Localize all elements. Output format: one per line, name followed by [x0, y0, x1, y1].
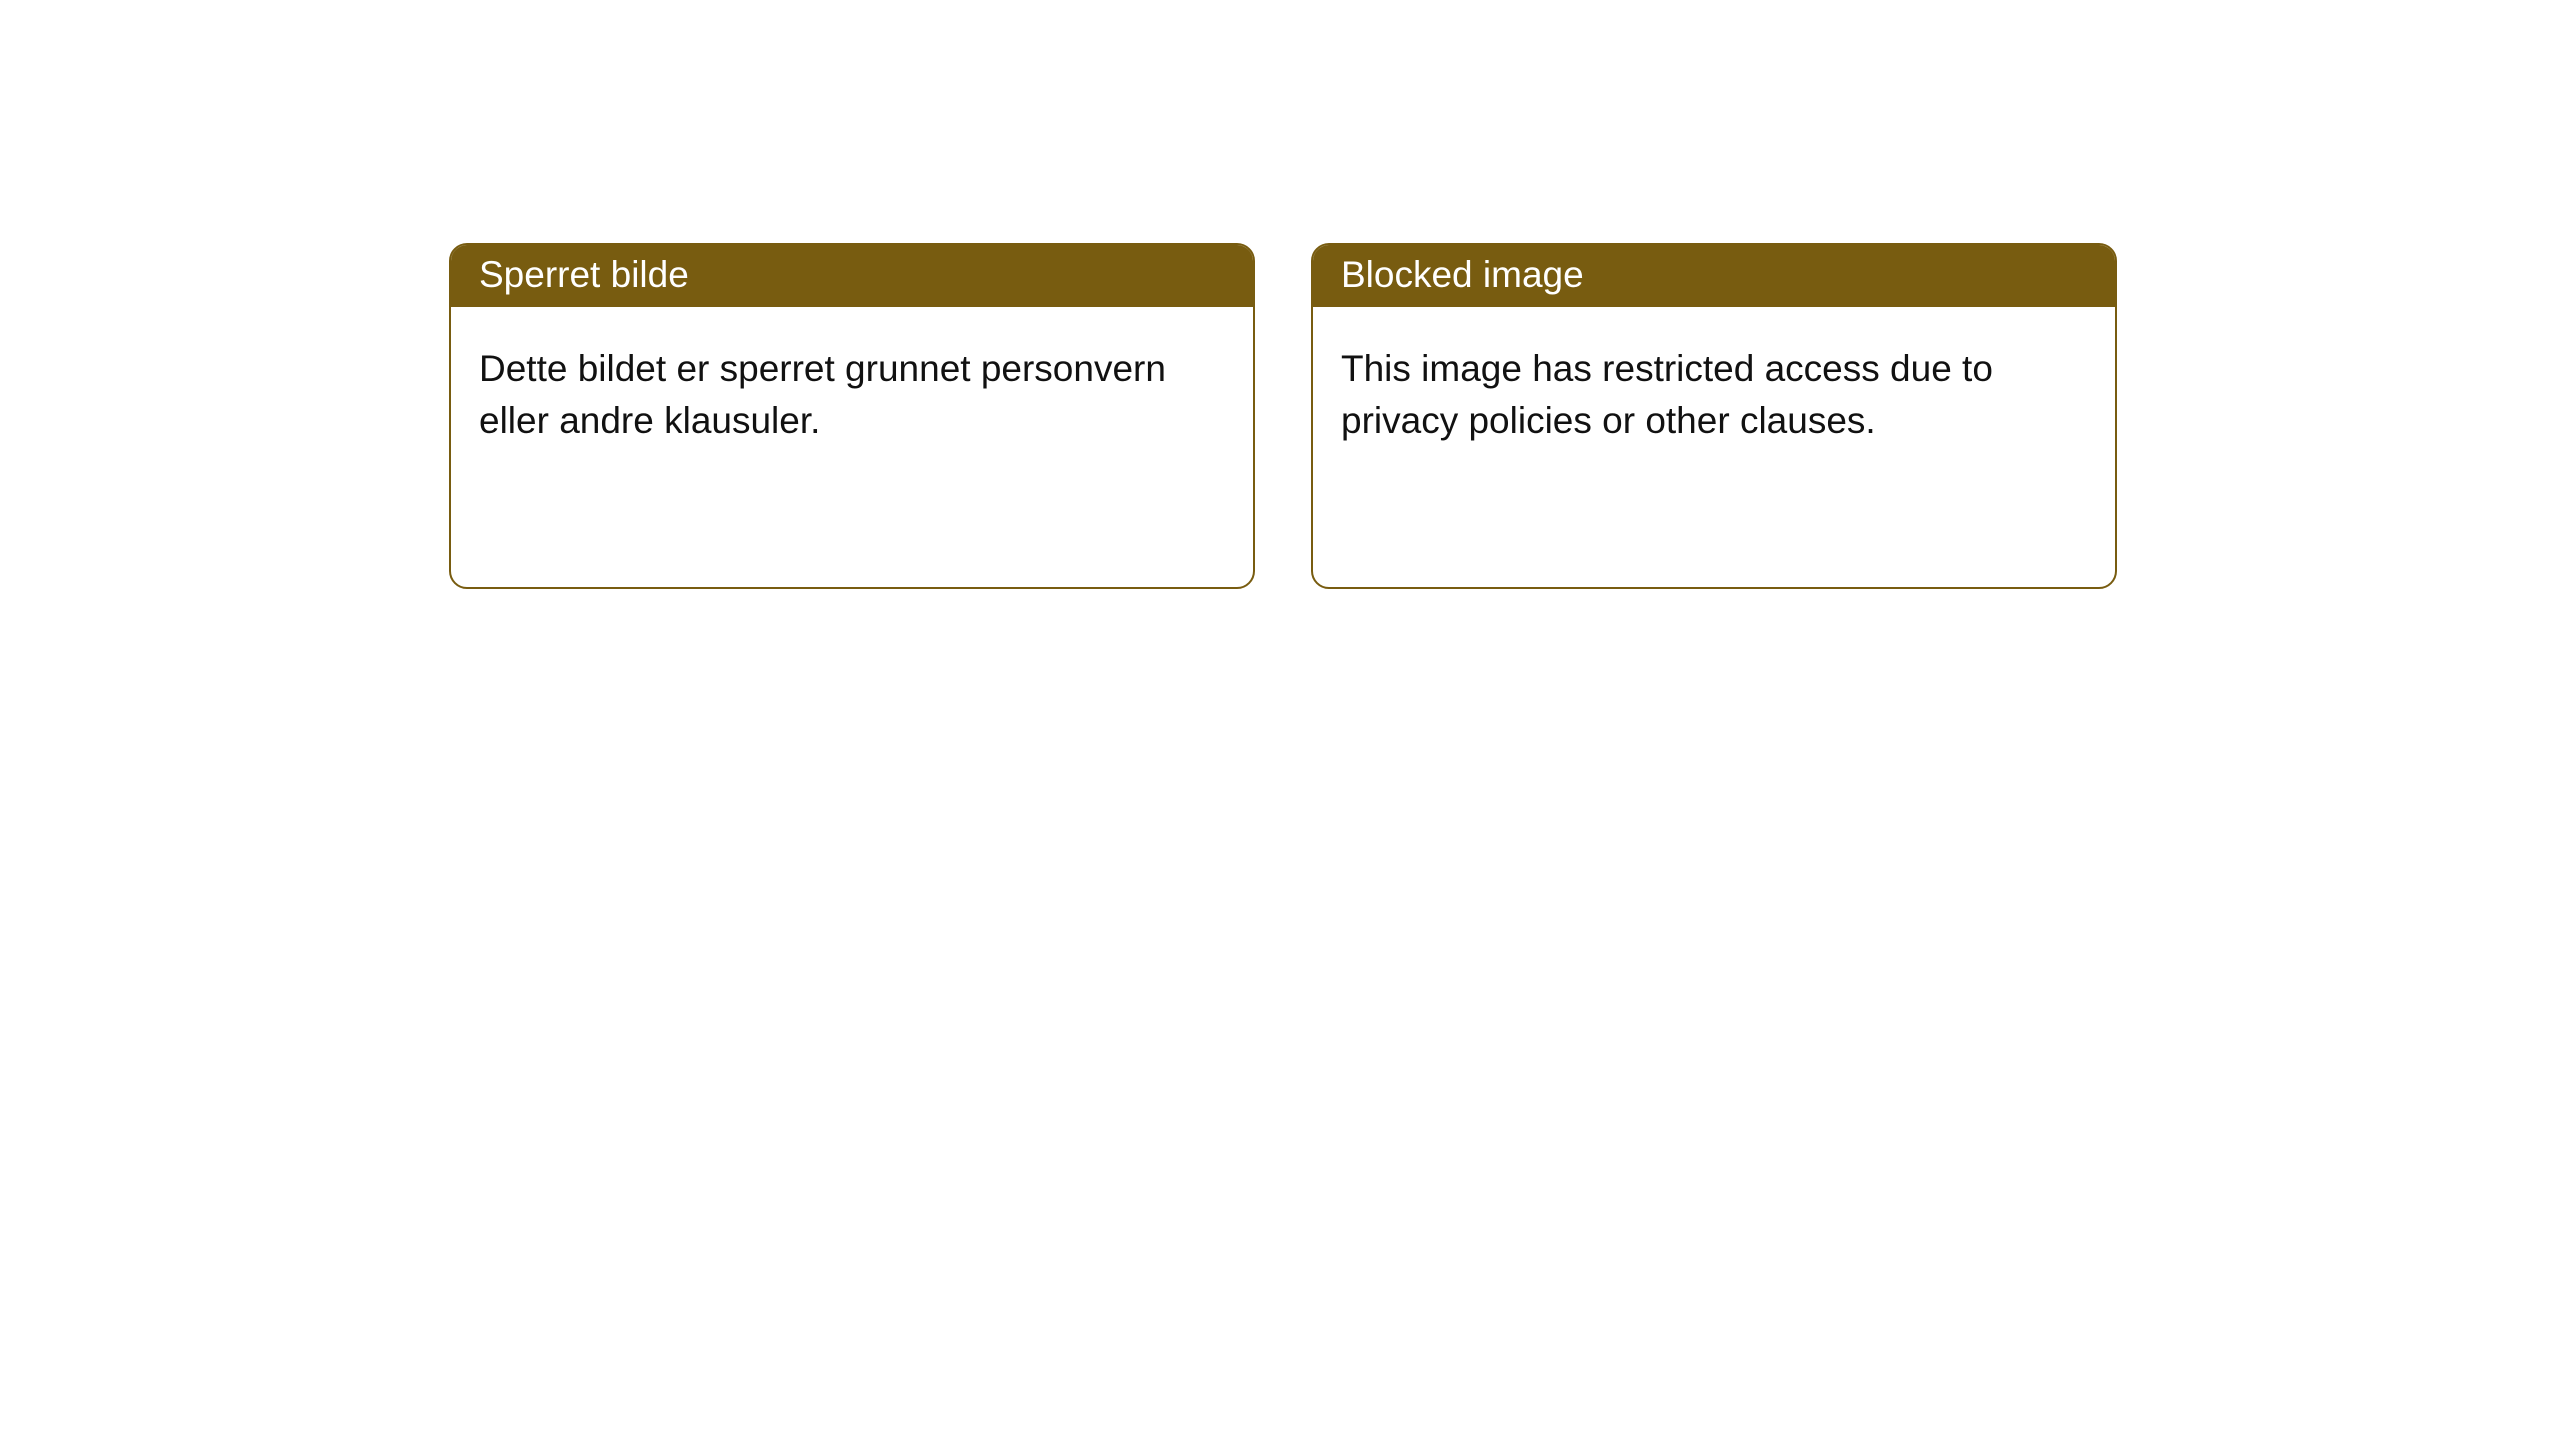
notice-header-english: Blocked image [1313, 245, 2115, 307]
notice-body-norwegian: Dette bildet er sperret grunnet personve… [451, 307, 1253, 587]
notice-header-norwegian: Sperret bilde [451, 245, 1253, 307]
notice-card-english: Blocked image This image has restricted … [1311, 243, 2117, 589]
notice-body-english: This image has restricted access due to … [1313, 307, 2115, 587]
notice-card-norwegian: Sperret bilde Dette bildet er sperret gr… [449, 243, 1255, 589]
notice-container: Sperret bilde Dette bildet er sperret gr… [0, 0, 2560, 589]
